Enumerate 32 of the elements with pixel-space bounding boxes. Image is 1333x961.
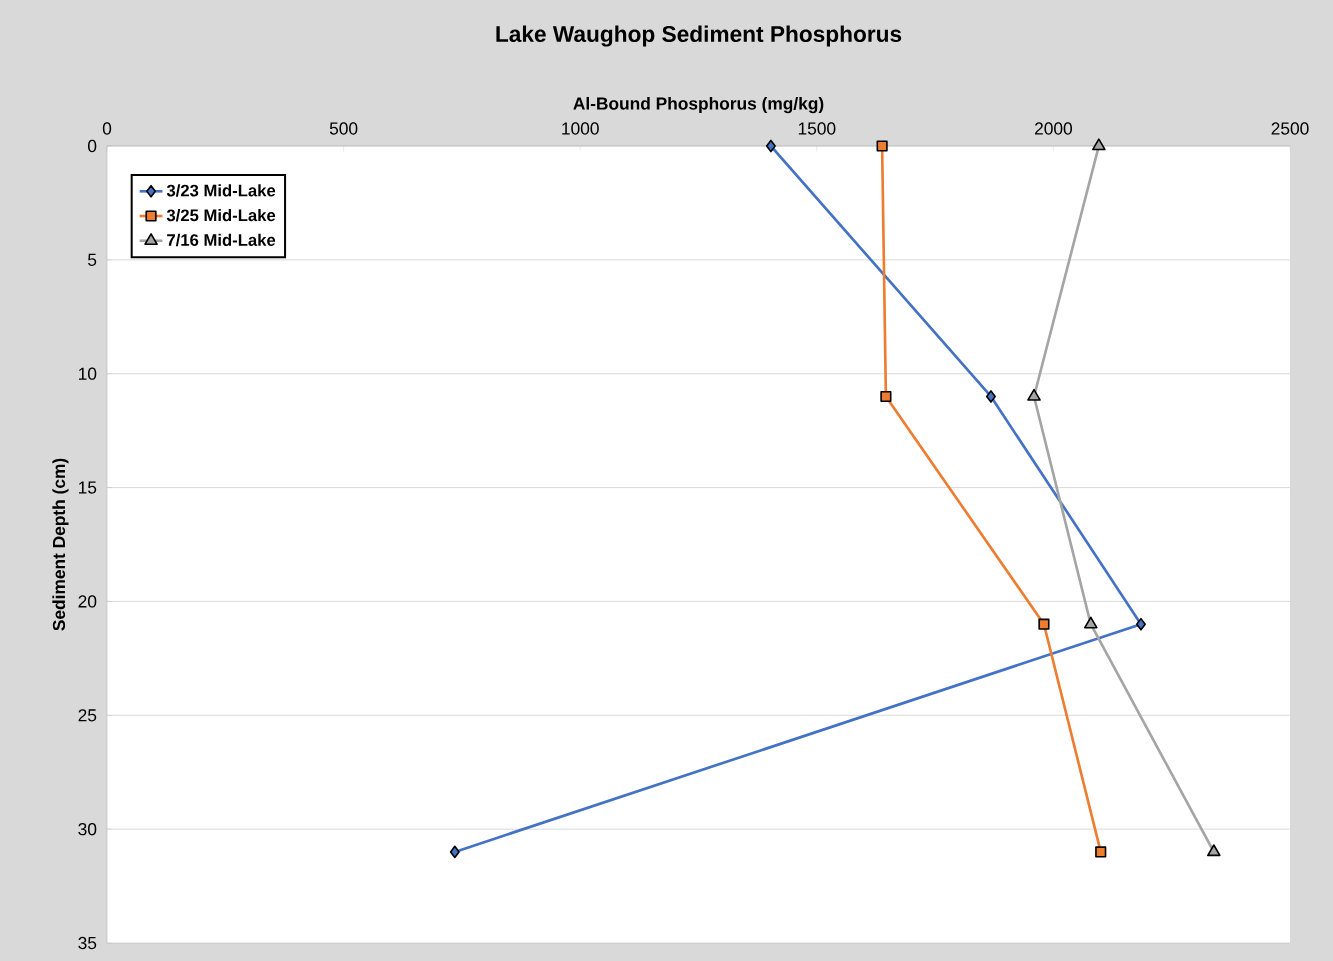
point	[985, 390, 996, 403]
legend-label: 3/25 Mid-Lake	[166, 208, 276, 222]
y-tick-label: 0	[87, 139, 97, 153]
y-axis-title: Sediment Depth (cm)	[52, 458, 69, 631]
point	[876, 140, 888, 152]
x-axis-title: Al-Bound Phosphorus (mg/kg)	[573, 96, 824, 114]
x-tick-label: 2000	[1035, 122, 1073, 135]
point	[1135, 617, 1146, 631]
x-tick-label: 500	[329, 122, 358, 135]
y-tick-label: 20	[78, 595, 97, 608]
x-tick-label: 1000	[562, 122, 599, 135]
y-tick-label: 10	[79, 367, 97, 380]
legend-label: 3/23 Mid-Lake	[166, 184, 276, 197]
point	[1207, 844, 1221, 857]
point	[1027, 388, 1041, 401]
point	[1083, 616, 1098, 629]
point	[765, 139, 776, 153]
y-tick-label: 25	[78, 709, 97, 722]
point	[1038, 618, 1050, 630]
point	[1095, 846, 1107, 858]
x-tick-label: 0	[102, 122, 112, 135]
y-tick-label: 5	[88, 253, 97, 266]
x-tick-label: 1500	[798, 122, 836, 135]
point	[1092, 138, 1106, 151]
point	[880, 390, 892, 403]
y-tick-label: 15	[79, 481, 97, 494]
legend-label: 7/16 Mid-Lake	[167, 233, 276, 247]
x-tick-label: 2500	[1271, 122, 1309, 135]
y-tick-label: 35	[78, 936, 97, 950]
chart-title: Lake Waughop Sediment Phosphorus	[496, 25, 902, 47]
y-tick-label: 30	[78, 823, 97, 836]
point	[449, 845, 460, 859]
